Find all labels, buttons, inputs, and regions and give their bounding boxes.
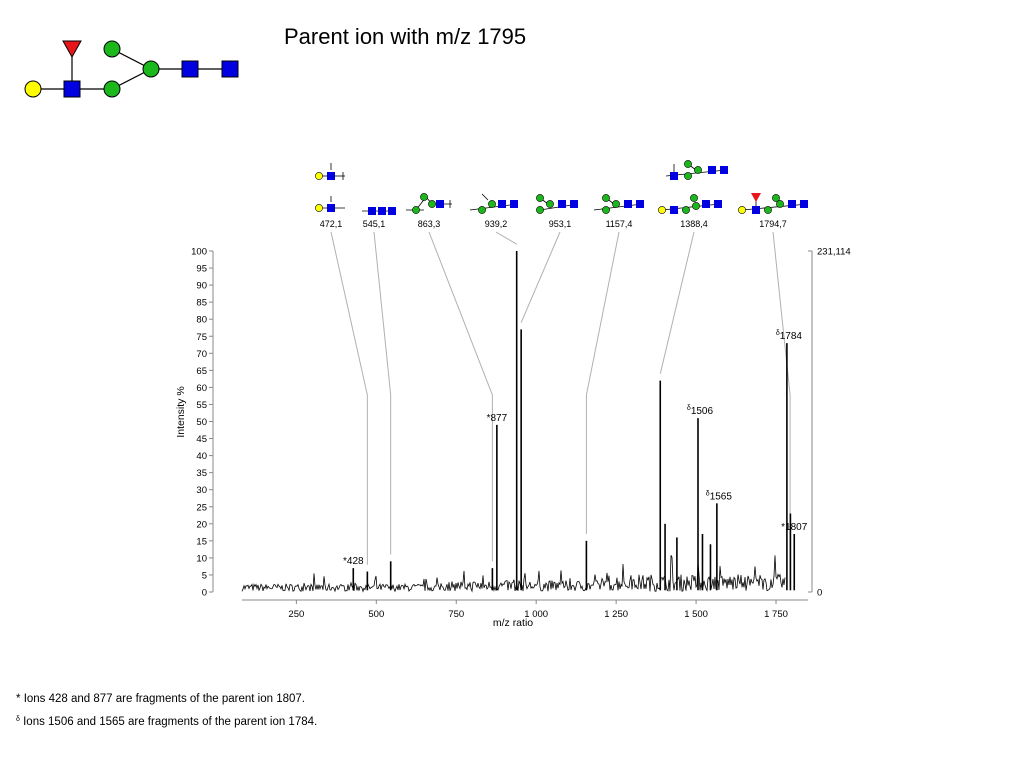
mannose-icon <box>142 60 160 78</box>
fragment-icon-953 <box>536 194 579 214</box>
mannose-icon <box>103 80 121 98</box>
fragment-icon-472 <box>315 163 345 212</box>
y-tick-label: 85 <box>196 298 207 309</box>
peak-label-1807: *1807 <box>781 522 808 533</box>
footnote-text: Ions 428 and 877 are fragments of the pa… <box>23 693 305 705</box>
y-tick-label: 15 <box>196 536 207 547</box>
y-tick-label: 35 <box>196 468 207 479</box>
baseline-noise <box>241 555 786 593</box>
y-tick-label: 80 <box>196 315 207 326</box>
y-tick-label: 65 <box>196 366 207 377</box>
y-tick-label: 95 <box>196 264 207 275</box>
fragment-label-953: 953,1 <box>549 219 572 229</box>
y-tick-label: 45 <box>196 434 207 445</box>
fragment-structures <box>315 160 809 215</box>
footnote-first: * Ions 428 and 877 are fragments of the … <box>16 693 305 705</box>
y-tick-label: 10 <box>196 553 207 564</box>
peak-label-428: *428 <box>343 556 364 567</box>
x-tick-label: 1 500 <box>684 609 708 620</box>
fragment-leader-lines <box>330 231 791 586</box>
leader-line-939 <box>495 231 517 245</box>
mannose-icon <box>103 40 121 58</box>
leader-line-1388 <box>659 231 695 374</box>
fragment-label-1794: 1794,7 <box>759 219 787 229</box>
fragment-labels: 472,1 545,1 863,3 939,2 953,1 1157,4 1388,4 179… <box>320 219 787 229</box>
y-tick-label: 55 <box>196 400 207 411</box>
x-tick-label: 750 <box>448 609 464 620</box>
peak-label-877: *877 <box>487 413 508 424</box>
x-tick-label: 500 <box>368 609 384 620</box>
peak-labels: *428 *877 δ1784 δ1506 δ1565 *1807 <box>343 330 808 567</box>
leader-line-953 <box>520 231 561 323</box>
leader-line-863 <box>428 231 493 562</box>
x-tick-label: 1 250 <box>604 609 628 620</box>
galactose-icon <box>24 80 42 98</box>
fragment-label-472: 472,1 <box>320 219 343 229</box>
fragment-label-1157: 1157,4 <box>606 219 633 229</box>
right-axis-top-label: 231,114 <box>817 247 851 258</box>
x-tick-label: 250 <box>288 609 304 620</box>
fragment-icon-545 <box>362 207 396 215</box>
page-title: Parent ion with m/z 1795 <box>284 24 527 49</box>
y-tick-label: 25 <box>196 502 207 513</box>
spectrum-trace <box>241 251 796 593</box>
footnote-marker: δ <box>16 716 20 723</box>
glycan-structure-diagram <box>24 40 239 98</box>
y-tick-label: 60 <box>196 383 207 394</box>
y-tick-label: 5 <box>202 570 207 581</box>
footnote-second: δ Ions 1506 and 1565 are fragments of th… <box>16 716 317 728</box>
y-tick-label: 30 <box>196 485 207 496</box>
fragment-label-1388: 1388,4 <box>680 219 708 229</box>
fucose-icon <box>62 40 82 59</box>
x-tick-label: 1 750 <box>764 609 788 620</box>
x-tick-label: 1 000 <box>524 609 548 620</box>
fragment-label-863: 863,3 <box>418 219 441 229</box>
x-axis-label: m/z ratio <box>493 617 533 629</box>
footnote-marker: * <box>16 693 21 705</box>
axes: 0 5 10 15 20 25 30 35 40 45 50 55 60 65 70 75 80 85 90 95 10… <box>175 247 851 630</box>
footnote-text: Ions 1506 and 1565 are fragments of the … <box>23 716 318 728</box>
y-axis-label: Intensity % <box>175 386 187 437</box>
glcnac-icon <box>221 60 239 78</box>
y-tick-label: 0 <box>202 588 207 599</box>
y-tick-label: 40 <box>196 451 207 462</box>
peak-label-1565: δ1565 <box>706 490 733 502</box>
fragment-icon-1388-upper <box>665 160 728 180</box>
fragment-label-545: 545,1 <box>363 219 386 229</box>
fragment-icon-1388-lower <box>658 194 722 214</box>
right-axis-bottom-label: 0 <box>817 588 822 599</box>
y-tick-label: 100 <box>191 247 207 258</box>
peak-label-1784: δ1784 <box>776 330 803 342</box>
y-tick-label: 75 <box>196 332 207 343</box>
leader-line-472 <box>330 231 368 565</box>
fragment-icon-863 <box>406 193 452 214</box>
glcnac-icon <box>181 60 199 78</box>
y-tick-label: 20 <box>196 519 207 530</box>
fragment-icon-1794 <box>738 193 809 214</box>
glcnac-icon <box>63 80 81 98</box>
peak-label-1506: δ1506 <box>687 405 714 417</box>
y-tick-label: 90 <box>196 281 207 292</box>
y-tick-label: 50 <box>196 417 207 428</box>
fragment-icon-939 <box>469 193 519 214</box>
y-tick-label: 70 <box>196 349 207 360</box>
leader-line-545 <box>373 231 392 555</box>
fragment-icon-1157 <box>593 194 644 214</box>
leader-line-1157 <box>585 231 620 535</box>
fragment-label-939: 939,2 <box>485 219 508 229</box>
